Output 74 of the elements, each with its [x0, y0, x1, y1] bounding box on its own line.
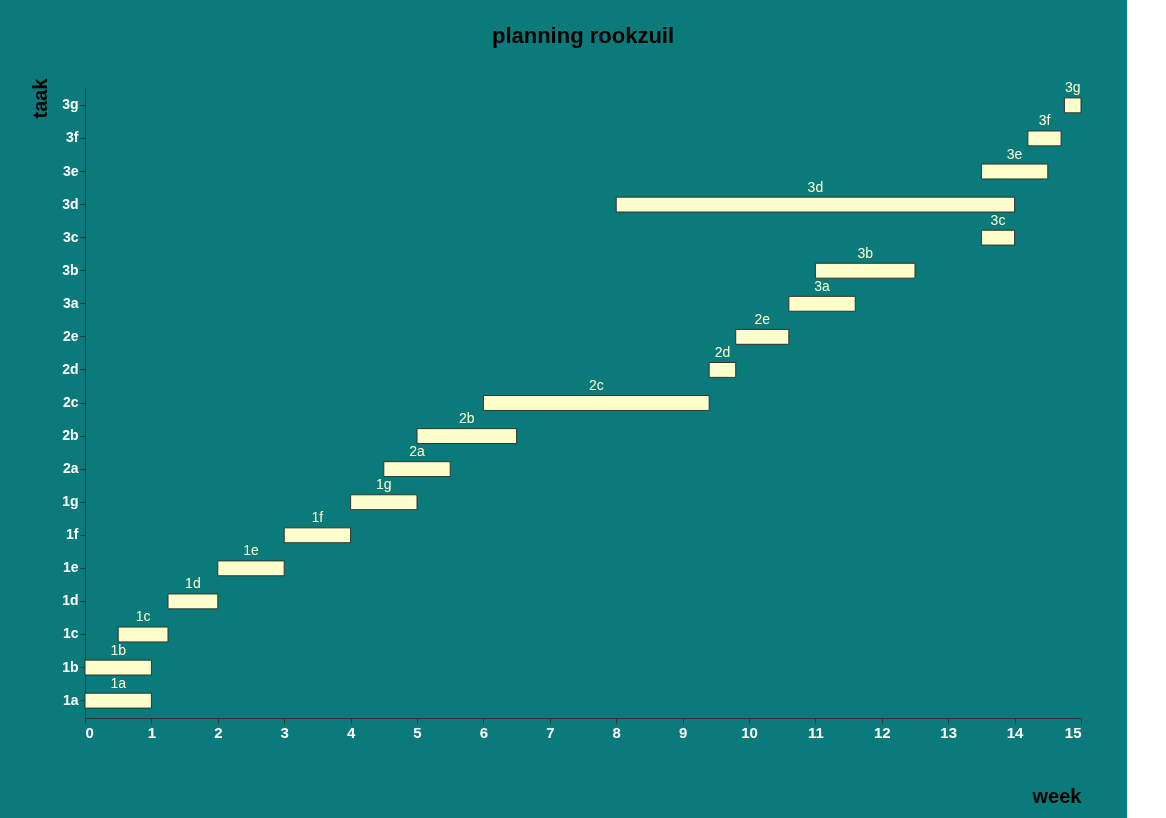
x-tick-label: 11: [807, 723, 824, 741]
bar: [283, 527, 352, 544]
y-tick-label: 3b: [62, 261, 79, 278]
annotation: 1e: [243, 542, 259, 559]
annotation: 2a: [409, 443, 425, 460]
x-tick-label: 9: [678, 723, 688, 741]
x-tick-label: 10: [741, 723, 758, 741]
y-tick-label: 3a: [62, 294, 79, 311]
bar: [482, 395, 710, 411]
annotation: 3a: [814, 277, 831, 294]
x-tick-label: 15: [1064, 723, 1082, 741]
annotation: 2c: [588, 377, 604, 393]
chart-title: planning rookzuil: [491, 23, 675, 48]
y-tick-label: 3g: [62, 96, 79, 113]
y-tick-label: 2a: [62, 460, 79, 477]
x-tick-label: 5: [413, 723, 422, 741]
x-tick-label: 0: [85, 723, 94, 741]
x-tick-label: 4: [346, 723, 356, 741]
annotation: 1b: [110, 641, 127, 658]
x-tick-label: 12: [873, 723, 891, 741]
y-tick-label: 1c: [62, 625, 79, 642]
x-tick-label: 7: [546, 723, 555, 741]
y-tick-label: 2e: [62, 327, 79, 344]
annotation: 1c: [135, 608, 151, 625]
x-tick-label: 8: [612, 723, 621, 741]
bar: [980, 163, 1049, 180]
x-tick-label: 14: [1006, 723, 1025, 741]
annotation: 3e: [1006, 145, 1023, 162]
bar: [1027, 130, 1062, 147]
x-tick-label: 1: [147, 723, 157, 741]
bar: [1063, 97, 1082, 114]
annotation: 2b: [459, 410, 475, 427]
annotation: 3d: [807, 178, 824, 195]
annotation: 1g: [376, 476, 392, 493]
annotation: 3g: [1064, 79, 1081, 96]
bar: [708, 361, 737, 378]
bar: [735, 328, 790, 345]
y-tick-label: 3d: [62, 195, 79, 212]
y-tick-label: 1b: [62, 658, 79, 675]
y-tick-label: 2d: [62, 360, 79, 377]
y-tick-label: 1e: [62, 559, 79, 576]
annotation: 2d: [714, 343, 731, 360]
y-axis-title: taak: [28, 77, 51, 119]
y-tick-label: 1f: [66, 526, 79, 543]
annotation: 3b: [857, 244, 874, 261]
y-tick-label: 3e: [62, 162, 79, 179]
annotation: 3f: [1038, 112, 1051, 129]
annotation: 1f: [311, 509, 324, 526]
x-tick-label: 3: [280, 723, 289, 741]
bar: [416, 428, 518, 445]
y-tick-label: 3c: [62, 228, 79, 245]
bar: [167, 593, 219, 610]
annotation: 1a: [110, 674, 127, 691]
bar: [615, 196, 1016, 213]
bar: [814, 262, 916, 279]
y-tick-label: 1g: [62, 493, 79, 510]
bar: [217, 560, 285, 577]
bar: [383, 461, 451, 478]
x-tick-label: 13: [940, 723, 958, 741]
bar: [980, 229, 1016, 246]
bar: [117, 626, 169, 643]
y-tick-label: 1d: [62, 592, 79, 609]
y-tick-label: 3f: [66, 129, 79, 146]
bar: [788, 295, 856, 312]
bar: [350, 494, 418, 511]
y-tick-label: 2c: [62, 394, 79, 410]
annotation: 1d: [185, 575, 201, 592]
x-tick-label: 6: [479, 723, 489, 741]
x-axis-title: week: [1031, 784, 1083, 807]
x-tick-label: 2: [214, 723, 223, 741]
y-tick-label: 2b: [62, 427, 79, 444]
y-tick-label: 1a: [62, 691, 79, 708]
annotation: 2e: [754, 310, 771, 327]
annotation: 3c: [990, 211, 1006, 228]
